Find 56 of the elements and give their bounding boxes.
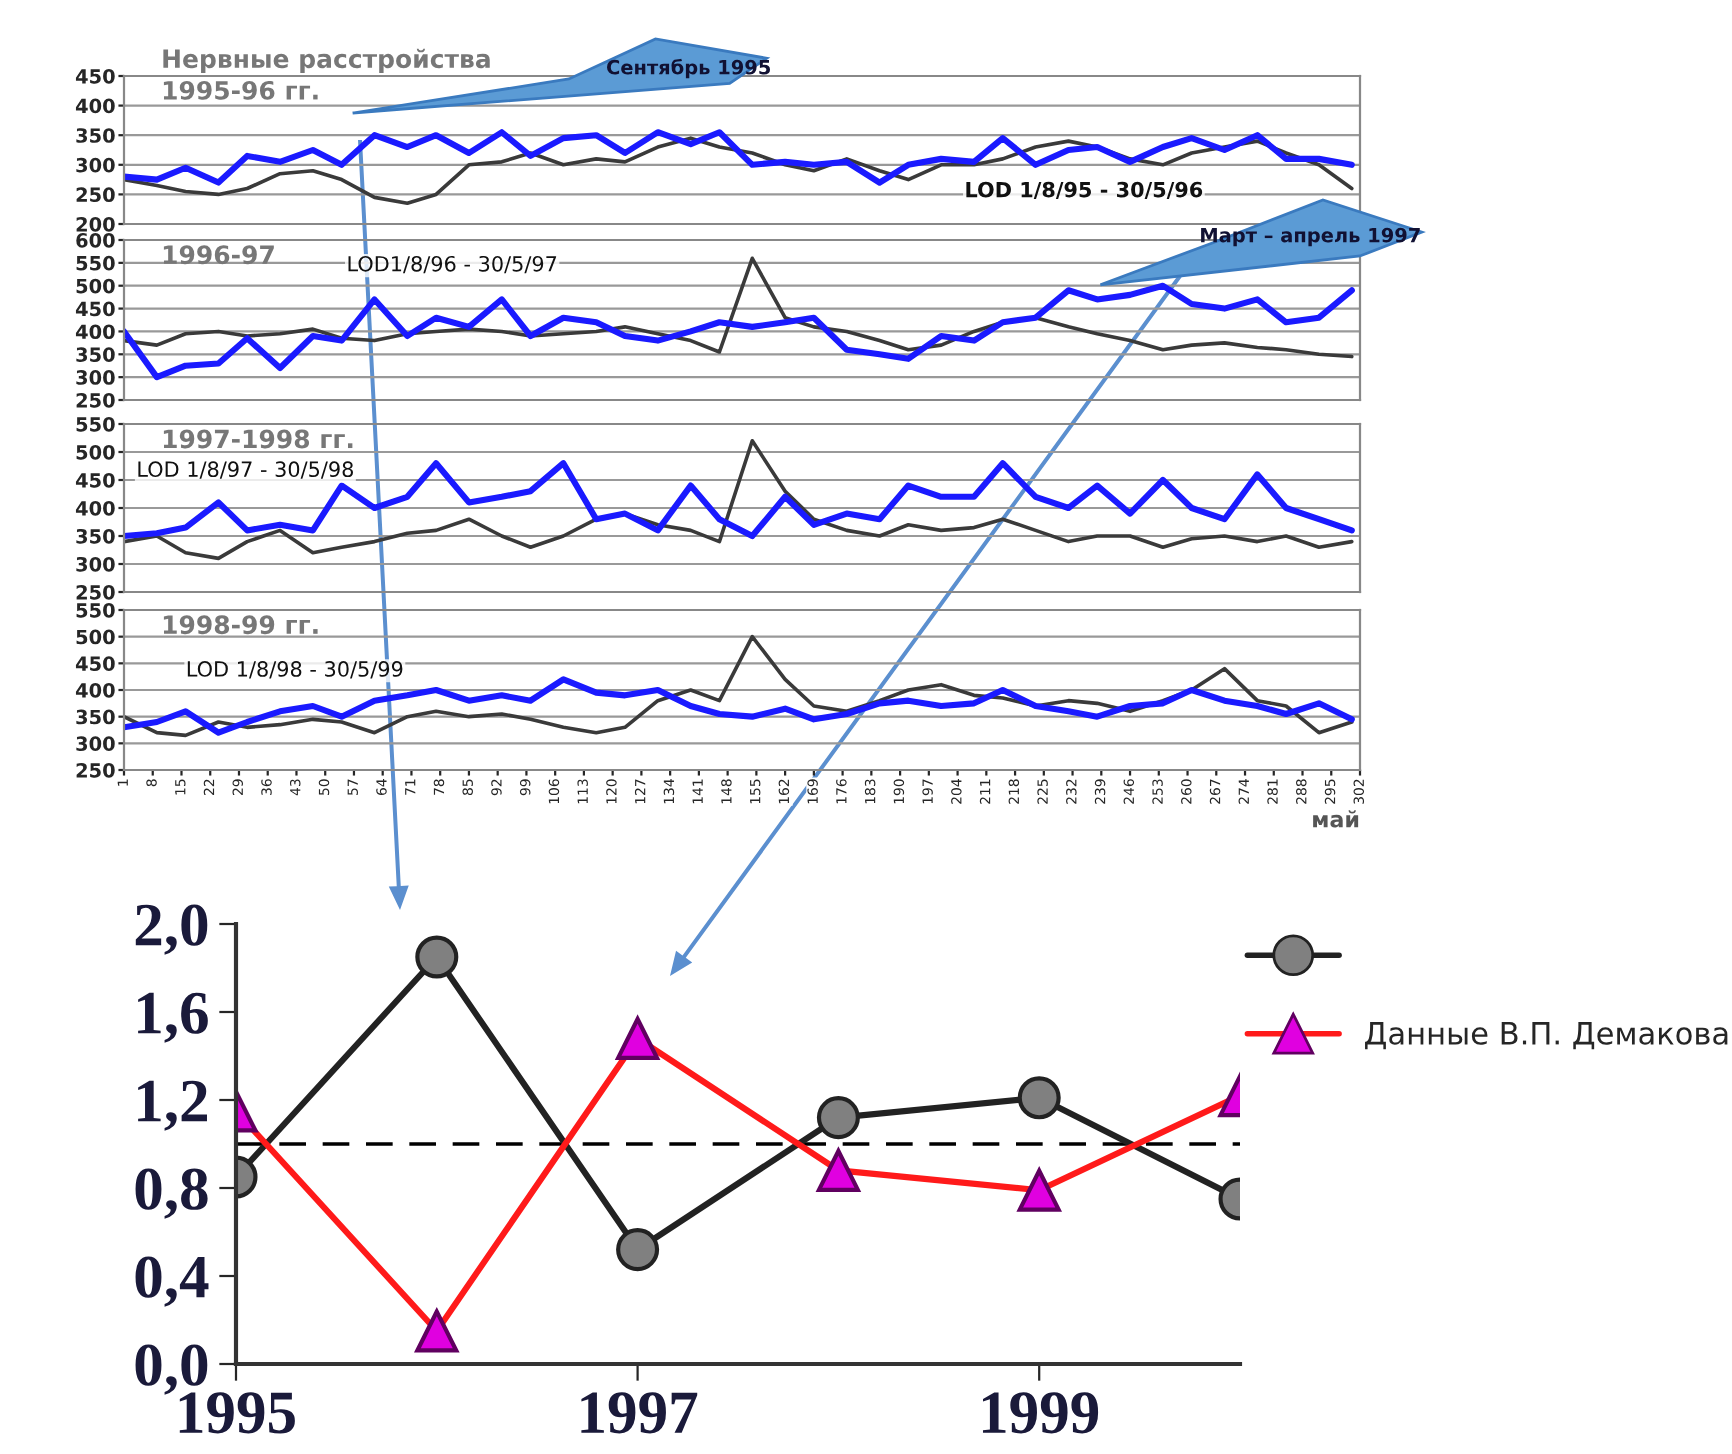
y-tick-label: 400 [75, 500, 115, 516]
y-tick-label: 250 [76, 187, 115, 203]
y-tick-label: 550 [76, 255, 115, 271]
y-tick-label: 400 [75, 98, 115, 114]
y-tick-label: 250 [76, 584, 115, 600]
y-tick-label: 250 [76, 762, 115, 778]
line-series [124, 282, 1355, 381]
annotation: LOD 1/8/98 - 30/5/99 [187, 661, 403, 679]
y-tick-label: 300 [76, 157, 115, 173]
annotation: LOD 1/8/97 - 30/5/98 [138, 461, 353, 479]
y-tick-label: 450 [75, 68, 115, 84]
y-tick-label: 550 [76, 602, 115, 618]
y-tick-label: 400 [75, 324, 115, 340]
line-series [124, 460, 1355, 540]
line-series [124, 136, 1354, 206]
y-tick-label: 350 [76, 347, 115, 362]
point [816, 1096, 860, 1140]
y-tick-label: 1,2 [138, 1080, 207, 1131]
y-tick-label: 450 [75, 656, 115, 671]
y-tick-label: 300 [76, 556, 115, 572]
y-tick-label: 500 [76, 278, 115, 294]
y-tick-label: 350 [76, 528, 115, 544]
y-tick-label: 250 [76, 392, 115, 408]
y-tick-label: 400 [75, 682, 115, 698]
y-tick-label: 0,8 [135, 1168, 208, 1219]
annotation: LOD1/8/96 - 30/5/97 [348, 255, 557, 274]
point [616, 1228, 660, 1272]
chart-title: Нервные расстройства [163, 48, 490, 74]
legend-label: Данные В.П. Демакова [1365, 1022, 1728, 1050]
chart-title: 1998-99 гг. [163, 615, 318, 635]
annotation: Март – апрель 1997 [1201, 227, 1420, 247]
y-tick-label: 0,0 [135, 1344, 208, 1395]
y-tick-label: 500 [76, 444, 115, 460]
y-tick-label: 450 [75, 301, 115, 317]
chart-title: 1996-97 [163, 245, 274, 265]
line-series [124, 634, 1354, 738]
y-tick-label: 300 [76, 736, 115, 751]
annotation: LOD 1/8/95 - 30/5/96 [966, 181, 1203, 200]
y-tick-label: 600 [76, 232, 115, 248]
x-tick-label: 1997 [581, 1392, 698, 1434]
chart-subtitle: 1995-96 гг. [163, 80, 318, 100]
x-tick-label: 1995 [179, 1392, 295, 1434]
y-tick-label: 200 [76, 216, 115, 232]
y-tick-label: 300 [76, 370, 115, 385]
y-tick-label: 350 [76, 709, 115, 725]
y-tick-label: 550 [76, 416, 115, 432]
y-tick-label: 350 [76, 128, 115, 143]
y-tick-label: 500 [76, 629, 115, 645]
chart-title: 1997-1998 гг. [163, 429, 353, 449]
x-tick-label: 1999 [982, 1392, 1099, 1434]
y-tick-label: 1,6 [138, 992, 208, 1043]
x-axis-title: май [1313, 810, 1359, 828]
y-tick-label: 0,4 [135, 1256, 209, 1307]
y-tick-label: 2,0 [135, 904, 208, 955]
line-series [124, 676, 1355, 736]
y-tick-label: 450 [75, 472, 115, 488]
